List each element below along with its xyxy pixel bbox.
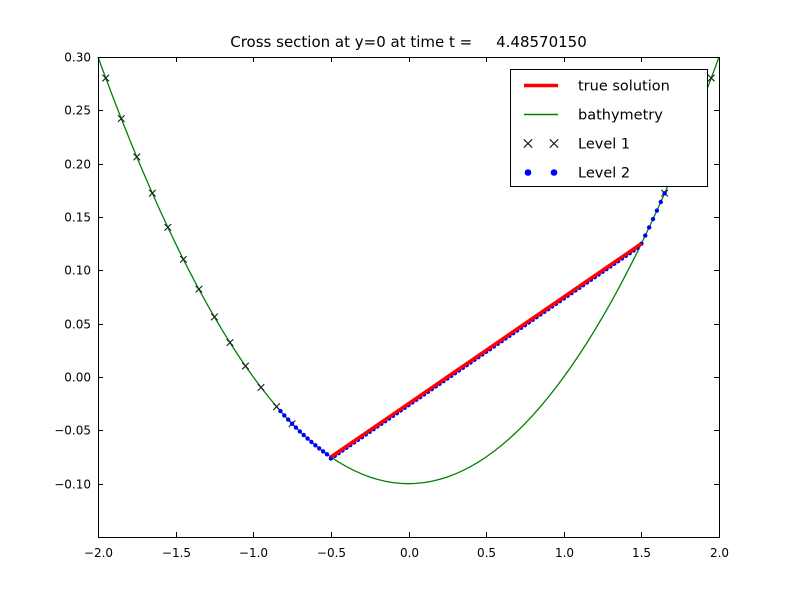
chart-title: Cross section at y=0 at time t = 4.48570…: [230, 33, 587, 51]
x-tick-label: −2.0: [84, 546, 113, 560]
y-tick-label: 0.20: [64, 158, 91, 172]
level2-dot-marker-icon: [320, 449, 326, 454]
level2-dot-marker-icon: [317, 446, 322, 451]
level1-x-marker-icon: [210, 313, 219, 321]
legend-label: true solution: [578, 79, 670, 95]
level2-dot-marker-icon: [313, 443, 318, 448]
level2-dot-marker-icon: [282, 413, 287, 418]
level2-dot-marker-icon: [643, 233, 648, 238]
level2-dot-marker-icon: [285, 417, 291, 422]
y-tick-label: 0.25: [64, 104, 91, 118]
legend-dot-marker-icon: [524, 169, 532, 176]
level1-x-marker-icon: [707, 74, 715, 82]
level1-x-marker-icon: [195, 285, 203, 293]
ticks: [98, 57, 720, 537]
level1-x-marker-icon: [257, 383, 265, 392]
series-bathymetry-line: [97, 56, 720, 485]
level1-x-marker-icon: [164, 223, 172, 232]
x-tick-label: 0.0: [400, 546, 419, 560]
legend-box: [510, 69, 708, 187]
y-tick-label: 0.05: [64, 318, 91, 332]
legend-entry-level-2: Level 2: [524, 166, 630, 182]
level2-dot-marker-icon: [654, 208, 660, 213]
legend: true solution bathymetry Level 1 Level 2: [510, 69, 708, 187]
y-tick-label: 0.00: [64, 371, 91, 385]
level1-x-marker-icon: [117, 114, 125, 123]
level2-dot-marker-icon: [293, 425, 299, 430]
x-tick-label: −1.0: [239, 546, 268, 560]
x-tick-label: 2.0: [710, 546, 729, 560]
series-true-solution-line: [329, 242, 643, 459]
y-tick-label: −0.05: [54, 424, 91, 438]
legend-label: bathymetry: [578, 108, 663, 124]
level1-x-marker-icon: [179, 255, 188, 264]
legend-x-marker-icon: [523, 138, 533, 149]
level1-x-marker-icon: [226, 338, 234, 347]
legend-entry-level-1: Level 1: [523, 137, 630, 153]
level1-x-marker-icon: [272, 402, 281, 411]
y-tick-label: −0.10: [54, 478, 91, 492]
level2-dot-marker-icon: [305, 436, 310, 441]
x-tick-label: −0.5: [317, 546, 346, 560]
x-tick-label: 0.5: [477, 546, 496, 560]
legend-label: Level 2: [578, 166, 630, 182]
y-tick-label: 0.30: [64, 51, 91, 65]
x-tick-label: −1.5: [162, 546, 191, 560]
level2-dot-marker-icon: [324, 452, 330, 457]
x-tick-label: 1.0: [555, 546, 574, 560]
level1-x-marker-icon: [102, 74, 110, 82]
legend-dot-marker-icon: [550, 169, 558, 176]
level2-dot-marker-icon: [301, 432, 306, 438]
level2-dot-marker-icon: [662, 191, 667, 196]
level2-dot-marker-icon: [289, 421, 295, 426]
legend-entry-bathymetry: bathymetry: [524, 108, 663, 124]
y-tick-label: 0.15: [64, 211, 91, 225]
level1-x-marker-icon: [241, 362, 250, 370]
level2-dot-marker-icon: [658, 199, 663, 205]
level1-x-marker-icon: [148, 189, 157, 197]
level2-dot-marker-icon: [278, 408, 283, 414]
legend-x-marker-icon: [549, 138, 559, 149]
legend-label: Level 1: [578, 137, 630, 153]
tick-labels: −2.0 −1.5 −1.0 −0.5 0.0 0.5 1.0 1.5 2.0 −0.10 −0.0…: [54, 51, 729, 561]
level2-dot-marker-icon: [650, 216, 656, 222]
level2-dot-marker-icon: [646, 225, 652, 230]
level1-x-marker-icon: [133, 153, 141, 161]
legend-entry-true-solution: true solution: [524, 79, 670, 95]
y-tick-label: 0.10: [64, 264, 91, 278]
level2-dot-marker-icon: [297, 429, 303, 434]
level2-dot-marker-icon: [309, 439, 314, 445]
x-tick-label: 1.5: [632, 546, 651, 560]
